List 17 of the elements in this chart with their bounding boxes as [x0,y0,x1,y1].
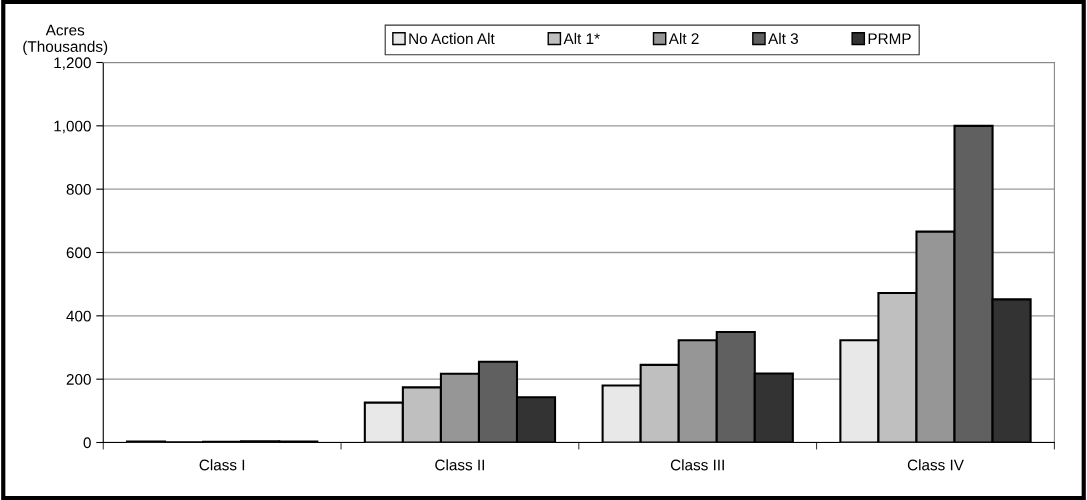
legend-label: PRMP [868,33,911,44]
y-tick-label: 1,200 [54,57,91,70]
y-tick-label: 800 [66,184,91,195]
legend-label: Alt 2 [668,32,699,45]
y-tick-label: 400 [66,310,91,322]
x-tick-label: Class III [670,459,724,471]
y-tick-label: 200 [66,374,91,385]
x-tick-label: Class I [199,459,245,471]
x-tick-label: Class II [435,459,484,471]
y-tick-label: 600 [66,247,91,259]
legend-label: Alt 1* [563,32,600,45]
legend-label: No Action Alt [409,32,495,45]
y-tick-label: 0 [83,437,91,449]
x-tick-label: Class IV [907,459,964,471]
legend-label: Alt 3 [768,32,798,45]
y-tick-label: 1,000 [54,120,91,134]
y-axis-title: Acres (Thousands) [23,24,108,55]
